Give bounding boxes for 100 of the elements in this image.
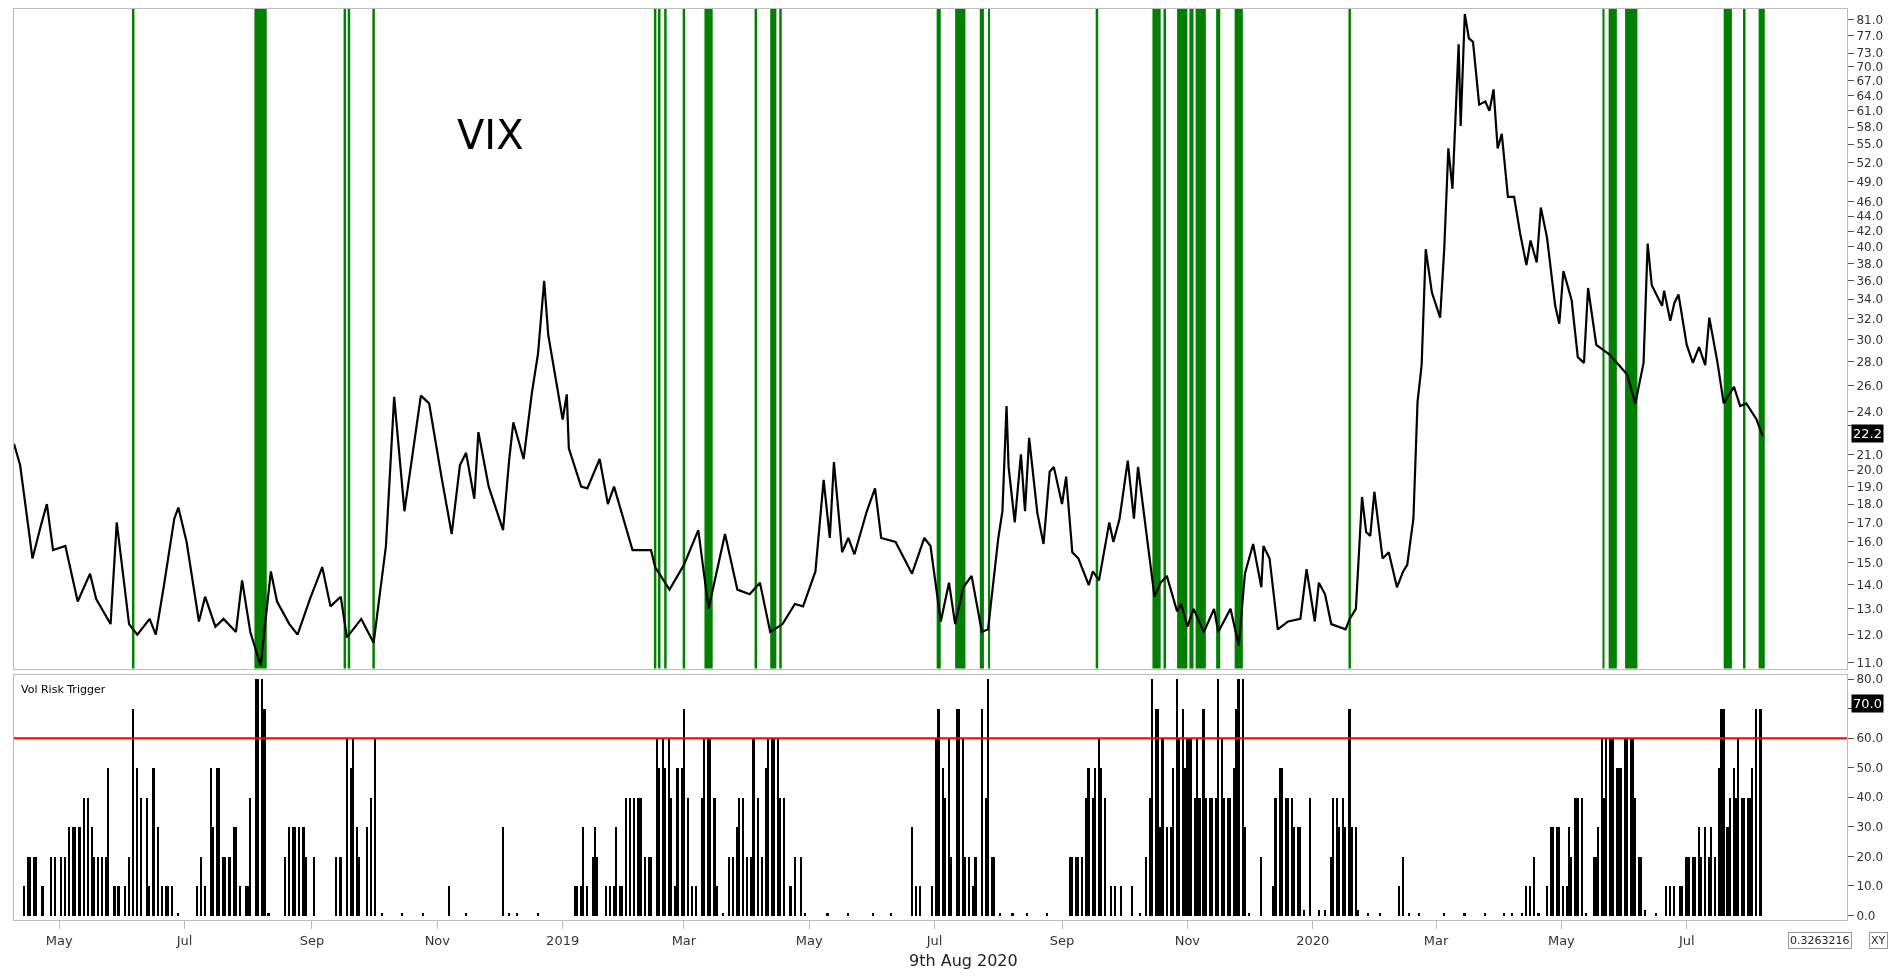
bar	[68, 826, 70, 916]
bar	[1011, 912, 1014, 916]
bar	[999, 912, 1001, 916]
bar	[1260, 856, 1262, 916]
y-tick-label: 52.0	[1856, 155, 1884, 170]
x-tick-label: 2020	[1296, 932, 1330, 948]
x-tick-label: Mar	[671, 932, 697, 948]
bar	[767, 738, 769, 916]
bar	[298, 826, 300, 916]
x-tick-label: Jul	[175, 932, 193, 948]
x-tick-label: Jul	[925, 932, 943, 948]
y-tick-label: 0.0	[1856, 908, 1876, 923]
x-tick-label: May	[1547, 932, 1576, 948]
y-tick-label: 44.0	[1856, 209, 1884, 224]
bar	[1379, 912, 1381, 916]
bar	[152, 767, 155, 916]
bar	[50, 856, 52, 916]
bar	[1318, 909, 1320, 916]
bar	[107, 767, 109, 916]
bar	[1221, 738, 1223, 916]
bar	[703, 738, 705, 916]
bar	[335, 856, 337, 916]
bar	[1098, 738, 1100, 916]
bar	[1196, 738, 1198, 916]
y-tick-label: 13.0	[1856, 602, 1884, 617]
bar	[1309, 797, 1311, 916]
bar	[761, 856, 763, 916]
bar	[113, 885, 116, 916]
bar	[1303, 909, 1305, 916]
bar	[804, 912, 806, 916]
bar	[54, 856, 56, 916]
x-tick-label: 2019	[546, 932, 580, 948]
y-tick-label: 11.0	[1856, 655, 1884, 670]
bar	[1418, 912, 1420, 916]
y-tick-label: 46.0	[1856, 195, 1884, 210]
bar	[177, 912, 179, 916]
bar	[83, 797, 85, 916]
bar	[722, 912, 724, 916]
bar	[777, 738, 779, 916]
y-tick-label: 16.0	[1856, 535, 1884, 550]
bar	[800, 856, 802, 916]
y-tick-label: 77.0	[1856, 29, 1884, 44]
bar	[1324, 909, 1326, 916]
bar	[1733, 767, 1735, 916]
bar	[1714, 856, 1716, 916]
bar	[239, 885, 241, 916]
y-tick-label: 80.0	[1856, 672, 1884, 687]
bar	[1529, 885, 1531, 916]
bar	[1408, 912, 1410, 916]
bar	[1669, 885, 1671, 916]
text: Vol Risk Trigger	[21, 683, 106, 696]
y-tick-label: 14.0	[1856, 578, 1884, 593]
bar	[1046, 912, 1048, 916]
y-tick-label: 21.0	[1856, 447, 1884, 462]
bar	[1525, 885, 1527, 916]
bar	[140, 797, 142, 916]
bar	[1698, 826, 1700, 916]
bar	[249, 797, 251, 916]
bar	[1729, 797, 1731, 916]
bar	[374, 738, 376, 916]
bar	[284, 856, 286, 916]
bar	[847, 912, 849, 916]
bar	[370, 797, 372, 916]
bar	[1720, 708, 1722, 916]
bar	[695, 885, 697, 916]
y-tick-label: 67.0	[1856, 73, 1884, 88]
bar	[942, 767, 944, 916]
bar	[1546, 885, 1548, 916]
bar	[1145, 856, 1147, 916]
bar	[23, 885, 25, 916]
y-tick-label: 58.0	[1856, 120, 1884, 135]
bar	[366, 826, 368, 916]
bar	[1182, 708, 1184, 916]
bar	[668, 738, 670, 916]
bar	[752, 738, 755, 916]
bar	[1751, 767, 1753, 916]
bar	[1151, 678, 1153, 916]
bar	[210, 767, 212, 916]
bar	[1332, 797, 1334, 916]
bar	[1568, 826, 1570, 916]
line-series	[14, 12, 1764, 667]
bar	[605, 885, 607, 916]
text: 22.2	[1853, 426, 1882, 441]
y-tick-label: 26.0	[1856, 378, 1884, 393]
y-tick-label: 38.0	[1856, 256, 1884, 271]
text: XY	[1871, 934, 1886, 947]
y-tick-label: 60.0	[1856, 731, 1884, 746]
x-tick-label: May	[45, 932, 73, 948]
text: 9th Aug 2020	[909, 951, 1018, 970]
y-tick-label: 24.0	[1856, 404, 1884, 419]
bar	[356, 826, 358, 916]
bar	[629, 797, 631, 916]
bar	[346, 738, 348, 916]
bar	[204, 885, 206, 916]
bar	[1644, 909, 1646, 916]
y-tick-label: 19.0	[1856, 479, 1884, 494]
y-tick-label: 32.0	[1856, 311, 1884, 326]
bar	[1503, 912, 1505, 916]
x-tick-label: Nov	[1174, 932, 1201, 948]
bar	[919, 885, 921, 916]
